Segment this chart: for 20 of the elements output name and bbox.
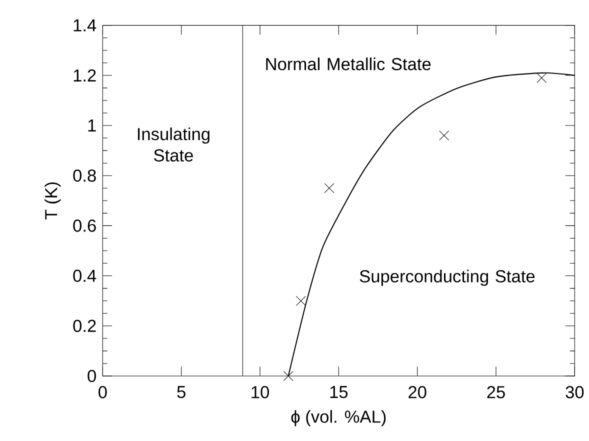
y-tick-label: 0.6 bbox=[73, 220, 96, 232]
x-tick-label: 0 bbox=[98, 386, 107, 398]
y-tick-label: 0.8 bbox=[73, 169, 96, 182]
y-tick-label: 1 bbox=[88, 120, 96, 132]
y-tick-label: 0.4 bbox=[73, 270, 96, 282]
x-tick-label: 20 bbox=[408, 386, 426, 398]
y-axis-title: T (K) bbox=[44, 182, 61, 220]
x-tick-label: 25 bbox=[487, 386, 505, 398]
y-tick-label: 1.2 bbox=[74, 69, 96, 82]
x-tick-label: 5 bbox=[177, 386, 186, 398]
x-axis-title: ϕ (vol. %AL) bbox=[291, 410, 386, 426]
y-tick-label: 0 bbox=[88, 370, 96, 382]
annotation: Insulating State bbox=[138, 128, 210, 162]
annotation: Superconducting State bbox=[360, 270, 535, 286]
annotation: Normal Metallic State bbox=[266, 58, 431, 70]
x-tick-label: 10 bbox=[252, 386, 269, 398]
x-tick-label: 15 bbox=[330, 386, 348, 398]
x-tick-label: 30 bbox=[566, 386, 584, 398]
y-tick-label: 1.4 bbox=[74, 19, 96, 32]
y-tick-label: 0.2 bbox=[73, 320, 96, 332]
